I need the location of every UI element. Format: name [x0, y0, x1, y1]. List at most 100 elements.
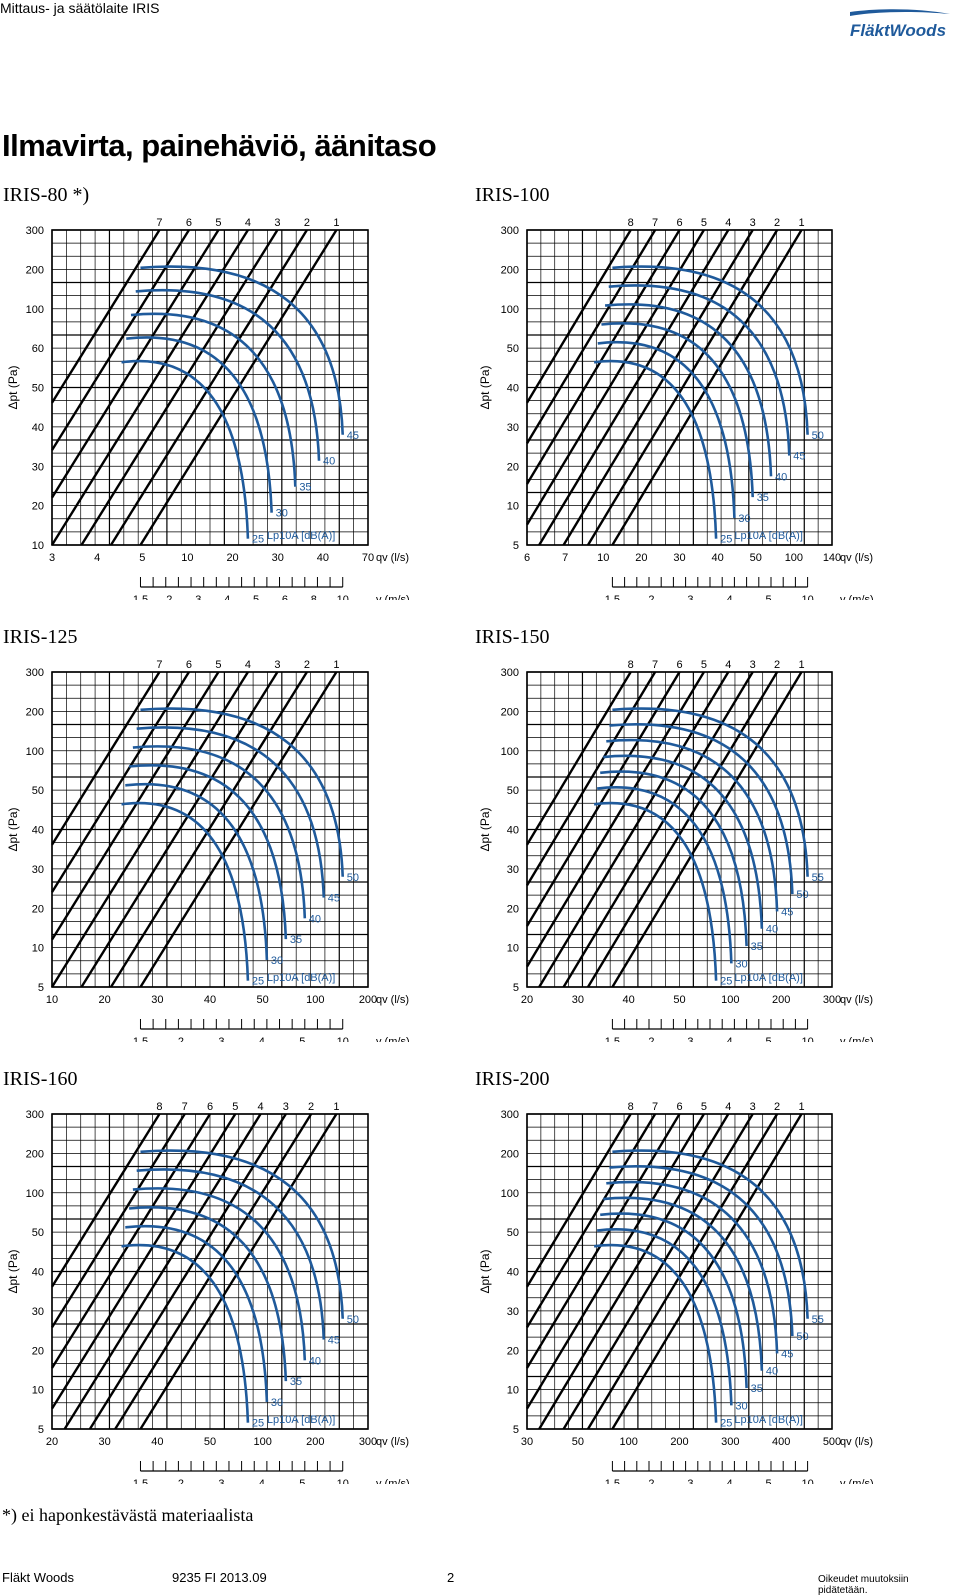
damper-line-3 — [88, 1113, 287, 1430]
sound-level-label: 40 — [309, 1355, 321, 1367]
q-tick-label: 20 — [46, 1436, 58, 1448]
q-tick-label: 200 — [670, 1436, 688, 1448]
y-tick-label: 30 — [507, 864, 519, 876]
sound-level-label: 30 — [735, 1400, 747, 1412]
v-tick-label: 6 — [282, 594, 288, 600]
sound-unit-label: Lp10A [dB(A)] — [267, 530, 336, 542]
q-tick-label: 50 — [572, 1436, 584, 1448]
damper-position-label: 7 — [156, 217, 162, 229]
q-tick-label: 10 — [46, 994, 58, 1006]
v-tick-label: 4 — [726, 1036, 732, 1042]
sound-curve-35 — [128, 764, 288, 940]
damper-position-label: 4 — [257, 1101, 263, 1113]
q-axis-label: qv (l/s) — [376, 552, 409, 564]
y-tick-label: 200 — [501, 706, 519, 718]
sound-level-label: 50 — [796, 1331, 808, 1343]
damper-position-label: 8 — [628, 217, 634, 229]
sound-level-label: 35 — [290, 934, 302, 946]
sound-unit-label: Lp10A [dB(A)] — [267, 1414, 336, 1426]
damper-position-label: 7 — [652, 659, 658, 671]
y-tick-label: 10 — [32, 540, 44, 552]
damper-position-label: 3 — [750, 659, 756, 671]
y-axis-label: Δpt (Pa) — [6, 807, 20, 851]
damper-line-8 — [525, 1113, 632, 1288]
damper-line-5 — [525, 1113, 705, 1410]
v-tick-label: 3 — [687, 1036, 693, 1042]
sound-curve-55 — [612, 707, 809, 877]
y-tick-label: 5 — [38, 1424, 44, 1436]
sound-curve-35 — [600, 1212, 748, 1389]
sound-curve-25 — [121, 359, 250, 539]
chart-title-iris-100: IRIS-100 — [475, 184, 550, 206]
sound-curve-30 — [596, 1228, 733, 1406]
sound-level-label: 55 — [812, 1314, 824, 1326]
damper-line-1 — [139, 229, 338, 546]
damper-line-2 — [109, 229, 308, 546]
damper-position-label: 6 — [186, 217, 192, 229]
sound-level-label: 40 — [309, 913, 321, 925]
sound-curve-25 — [121, 801, 250, 981]
y-tick-label: 20 — [507, 903, 519, 915]
sound-level-label: 50 — [796, 889, 808, 901]
footer-page: 2 — [447, 1570, 455, 1585]
chart-title-iris-80: IRIS-80 *) — [3, 184, 90, 206]
sound-curve-35 — [128, 1206, 288, 1382]
q-tick-label: 10 — [597, 552, 609, 564]
sound-level-label: 35 — [757, 492, 769, 504]
sound-curve-50 — [140, 707, 345, 877]
sound-level-label: 45 — [347, 430, 359, 442]
damper-position-label: 6 — [676, 1101, 682, 1113]
v-tick-label: 2 — [178, 1478, 184, 1484]
v-tick-label: 1,5 — [605, 1478, 620, 1484]
plot-frame — [51, 671, 369, 988]
v-tick-label: 3 — [218, 1036, 224, 1042]
sound-level-label: 25 — [252, 1418, 264, 1430]
sound-unit-label: Lp10A [dB(A)] — [734, 972, 803, 984]
chart-title-iris-200: IRIS-200 — [475, 1068, 550, 1090]
sound-level-label: 40 — [323, 456, 335, 468]
q-tick-label: 40 — [151, 1436, 163, 1448]
damper-position-label: 5 — [701, 659, 707, 671]
damper-line-7 — [50, 671, 161, 846]
v-tick-label: 1,5 — [605, 1036, 620, 1042]
sound-level-label: 45 — [781, 906, 793, 918]
sound-curve-25 — [593, 801, 718, 981]
q-tick-label: 4 — [94, 552, 100, 564]
damper-line-2 — [586, 671, 779, 988]
y-tick-label: 10 — [32, 1385, 44, 1397]
sound-level-label: 45 — [328, 1335, 340, 1347]
damper-line-8 — [525, 229, 632, 404]
damper-line-7 — [525, 671, 657, 887]
v-tick-label: 5 — [765, 594, 771, 600]
sound-unit-label: Lp10A [dB(A)] — [267, 972, 336, 984]
y-tick-label: 40 — [507, 1267, 519, 1279]
y-tick-label: 5 — [38, 982, 44, 994]
v-tick-label: 3 — [195, 594, 201, 600]
q-tick-label: 30 — [272, 552, 284, 564]
damper-position-label: 1 — [798, 1101, 804, 1113]
damper-position-label: 2 — [308, 1101, 314, 1113]
y-tick-label: 40 — [32, 422, 44, 434]
y-tick-label: 5 — [513, 1424, 519, 1436]
damper-line-1 — [611, 229, 803, 546]
sound-curve-30 — [597, 340, 736, 518]
q-tick-label: 40 — [712, 552, 724, 564]
damper-position-label: 2 — [304, 659, 310, 671]
damper-position-label: 5 — [215, 217, 221, 229]
v-tick-label: 2 — [648, 1036, 654, 1042]
sound-level-label: 50 — [347, 1314, 359, 1326]
q-axis-label: qv (l/s) — [376, 1436, 409, 1448]
q-tick-label: 100 — [253, 1436, 271, 1448]
q-tick-label: 200 — [772, 994, 790, 1006]
v-tick-label: 1,5 — [133, 1478, 148, 1484]
q-tick-label: 5 — [139, 552, 145, 564]
footer-doc: 9235 FI 2013.09 — [172, 1570, 267, 1585]
q-tick-label: 10 — [181, 552, 193, 564]
damper-line-7 — [50, 229, 161, 404]
y-tick-label: 20 — [32, 903, 44, 915]
y-tick-label: 100 — [501, 304, 519, 316]
q-axis-label: qv (l/s) — [376, 994, 409, 1006]
y-tick-label: 30 — [32, 864, 44, 876]
damper-position-label: 2 — [774, 659, 780, 671]
